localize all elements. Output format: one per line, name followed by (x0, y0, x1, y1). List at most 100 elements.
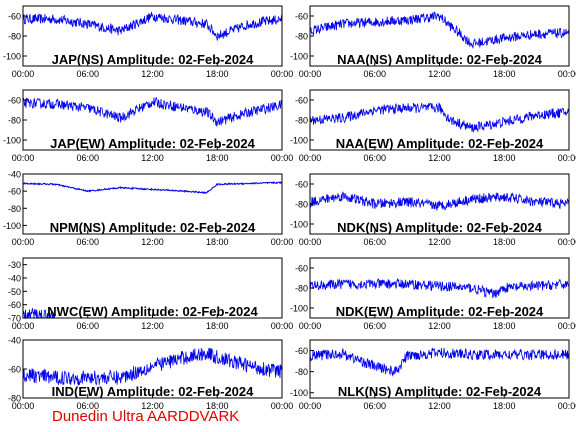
x-tick-label: 06:00 (76, 69, 99, 79)
y-tick-label: -60 (295, 346, 308, 356)
x-tick-label: 00:00 (271, 153, 294, 163)
amplitude-trace-4 (309, 101, 570, 133)
y-tick-label: -60 (295, 12, 308, 22)
panel-title: NDK(NS) Amplitude: 02-Feb-2024 (337, 220, 542, 235)
x-tick-label: 00:00 (12, 237, 35, 247)
x-tick-label: 18:00 (206, 69, 229, 79)
y-tick-label: -100 (3, 221, 21, 231)
y-tick-label: -30 (8, 260, 21, 270)
y-tick-label: -80 (295, 200, 308, 210)
y-tick-label: -60 (295, 96, 308, 106)
x-tick-label: 06:00 (363, 321, 386, 331)
y-tick-label: -80 (295, 367, 308, 377)
chart-panel-8: -60 -80 -100 00:00 06:00 12:00 18:00 00:00 NDK(E… (290, 257, 576, 331)
x-tick-label: 00:00 (299, 401, 322, 411)
y-tick-label: -40 (8, 170, 21, 180)
panel-title: JAP(EW) Amplitude: 02-Feb-2024 (50, 136, 255, 151)
panel-title: NLK(NS) Amplitude: 02-Feb-2024 (338, 384, 542, 399)
x-tick-label: 00:00 (558, 321, 576, 331)
x-tick-label: 00:00 (558, 237, 576, 247)
y-tick-label: -80 (295, 116, 308, 126)
panel-title: JAP(NS) Amplitude: 02-Feb-2024 (52, 52, 255, 67)
x-tick-label: 12:00 (428, 237, 451, 247)
panel-title: NAA(EW) Amplitude: 02-Feb-2024 (336, 136, 544, 151)
y-tick-label: -80 (8, 116, 21, 126)
panel-title: IND(EW) Amplitude: 02-Feb-2024 (52, 384, 255, 399)
amplitude-trace-3 (22, 96, 283, 127)
amplitude-trace-9 (22, 347, 283, 387)
amplitude-trace-6 (309, 191, 570, 211)
panel-title: NPM(NS) Amplitude: 02-Feb-2024 (50, 220, 256, 235)
footer-credit: Dunedin Ultra AARDDVARK (52, 408, 240, 425)
y-tick-label: -60 (295, 264, 308, 274)
x-tick-label: 12:00 (428, 153, 451, 163)
x-tick-label: 18:00 (206, 153, 229, 163)
x-tick-label: 06:00 (76, 237, 99, 247)
chart-panel-2: -60 -80 -100 00:00 06:00 12:00 18:00 00:00 NAA(N… (290, 5, 576, 79)
y-tick-label: -80 (8, 204, 21, 214)
chart-panel-1: -60 -80 -100 00:00 06:00 12:00 18:00 00:00 JAP(N… (3, 5, 294, 79)
x-tick-label: 12:00 (141, 69, 164, 79)
y-tick-label: -60 (8, 12, 21, 22)
x-tick-label: 00:00 (271, 69, 294, 79)
amplitude-trace-10 (309, 347, 570, 377)
x-tick-label: 00:00 (299, 153, 322, 163)
x-tick-label: 00:00 (271, 237, 294, 247)
y-tick-label: -60 (8, 365, 21, 375)
x-tick-label: 18:00 (493, 237, 516, 247)
panel-title: NAA(NS) Amplitude: 02-Feb-2024 (337, 52, 542, 67)
x-tick-label: 00:00 (12, 153, 35, 163)
x-tick-label: 18:00 (493, 321, 516, 331)
y-tick-label: -100 (3, 52, 21, 62)
x-tick-label: 12:00 (141, 153, 164, 163)
x-tick-label: 06:00 (363, 401, 386, 411)
x-tick-label: 12:00 (428, 401, 451, 411)
y-tick-label: -100 (290, 304, 308, 314)
y-tick-label: -60 (8, 187, 21, 197)
y-tick-label: -80 (8, 32, 21, 42)
panel-title: NWC(EW) Amplitude: 02-Feb-2024 (47, 304, 258, 319)
y-tick-label: -80 (295, 284, 308, 294)
x-tick-label: 00:00 (271, 321, 294, 331)
chart-panel-3: -60 -80 -100 00:00 06:00 12:00 18:00 00:00 JAP(E… (3, 89, 294, 163)
x-tick-label: 18:00 (493, 69, 516, 79)
x-tick-label: 06:00 (363, 237, 386, 247)
y-tick-label: -40 (8, 274, 21, 284)
x-tick-label: 06:00 (76, 401, 99, 411)
x-tick-label: 06:00 (76, 321, 99, 331)
x-tick-label: 12:00 (428, 69, 451, 79)
amplitude-trace-2 (309, 10, 570, 50)
x-tick-label: 00:00 (12, 321, 35, 331)
y-tick-label: -100 (290, 220, 308, 230)
y-tick-label: -100 (290, 136, 308, 146)
y-tick-label: -40 (8, 336, 21, 346)
x-tick-label: 06:00 (76, 153, 99, 163)
x-tick-label: 06:00 (363, 69, 386, 79)
y-tick-label: -100 (290, 388, 308, 398)
amplitude-trace-5 (22, 181, 283, 195)
x-tick-label: 18:00 (493, 153, 516, 163)
x-tick-label: 00:00 (558, 401, 576, 411)
x-tick-label: 12:00 (428, 321, 451, 331)
y-tick-label: -100 (290, 52, 308, 62)
x-tick-label: 00:00 (299, 321, 322, 331)
x-tick-label: 12:00 (141, 401, 164, 411)
y-tick-label: -60 (295, 180, 308, 190)
chart-panel-10: -60 -80 -100 00:00 06:00 12:00 18:00 00:00 NLK(N… (290, 339, 576, 411)
y-tick-label: -80 (295, 32, 308, 42)
chart-panel-5: -40 -60 -80 -100 00:00 06:00 12:00 18:00 00:00 NP… (3, 170, 293, 248)
amplitude-trace-1 (22, 11, 283, 41)
y-tick-label: -100 (3, 136, 21, 146)
x-tick-label: 00:00 (558, 69, 576, 79)
x-tick-label: 18:00 (206, 321, 229, 331)
x-tick-label: 00:00 (299, 237, 322, 247)
x-tick-label: 12:00 (141, 237, 164, 247)
amplitude-trace-8 (309, 277, 570, 299)
y-tick-label: -60 (8, 96, 21, 106)
y-tick-label: -60 (8, 300, 21, 310)
panel-title: NDK(EW) Amplitude: 02-Feb-2024 (336, 304, 544, 319)
x-tick-label: 00:00 (558, 153, 576, 163)
x-tick-label: 06:00 (363, 153, 386, 163)
